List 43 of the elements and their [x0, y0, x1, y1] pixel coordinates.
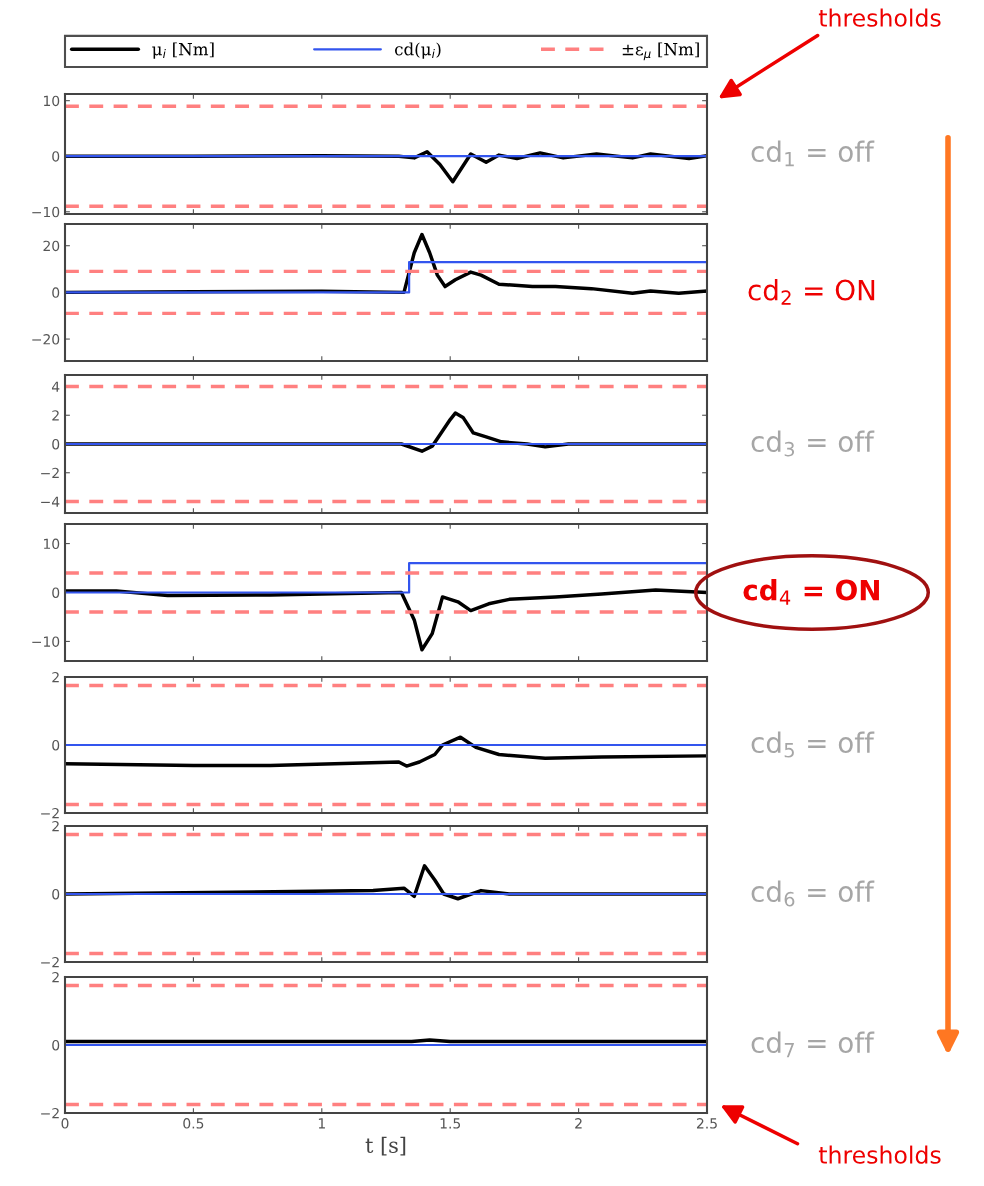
text: cd$_{6}$ = off	[751, 880, 875, 907]
x-tick-label: 0	[61, 1118, 69, 1129]
x-axis-title: t [s]	[365, 1136, 406, 1156]
text: thresholds	[818, 8, 941, 27]
y-tick-label: 2	[52, 410, 59, 421]
y-tick-label: 0	[52, 438, 60, 450]
x-tick-label: 1	[318, 1118, 325, 1129]
y-tick-label: 2	[52, 971, 59, 983]
y-tick-label: −2	[41, 1107, 59, 1119]
x-tick-label: 1.5	[440, 1118, 461, 1129]
legend-label: cd(μ$_{i}$)	[395, 42, 441, 59]
y-tick-label: −2	[41, 956, 59, 968]
y-tick-label: 0	[52, 888, 60, 900]
y-tick-label: −10	[32, 636, 60, 647]
y-tick-label: 0	[52, 587, 60, 598]
text: thresholds	[818, 1145, 941, 1164]
y-tick-label: −20	[32, 334, 60, 345]
y-tick-label: 0	[52, 1039, 60, 1051]
y-tick-label: 0	[52, 739, 60, 751]
line-series	[65, 735, 707, 768]
y-tick-label: 2	[52, 820, 59, 832]
x-tick-label: 0.5	[183, 1118, 204, 1129]
y-tick-label: 2	[52, 671, 59, 683]
y-tick-label: −2	[41, 467, 59, 479]
legend-label: ±ε$_{μ}$ [Nm]	[622, 42, 699, 61]
y-tick-label: 0	[52, 287, 60, 298]
y-tick-label: 0	[52, 151, 60, 162]
y-tick-label: 10	[43, 538, 60, 550]
x-tick-label: 2.5	[696, 1118, 717, 1129]
legend-label: μ$_{i}$ [Nm]	[152, 42, 214, 59]
x-tick-label: 2	[575, 1118, 582, 1129]
y-tick-label: −10	[32, 206, 60, 218]
y-tick-label: −2	[41, 807, 59, 819]
y-tick-label: 4	[51, 381, 60, 392]
y-tick-label: 20	[43, 240, 60, 252]
y-tick-label: −4	[41, 496, 60, 507]
text: cd$_{4}$ = ON	[743, 579, 879, 605]
text: cd$_{5}$ = off	[751, 731, 875, 758]
text: cd$_{3}$ = off	[751, 430, 875, 457]
y-tick-label: 10	[43, 95, 60, 107]
text: cd$_{7}$ = off	[751, 1031, 875, 1058]
text: cd$_{1}$ = off	[751, 140, 875, 167]
text: cd$_{2}$ = ON	[748, 279, 875, 305]
